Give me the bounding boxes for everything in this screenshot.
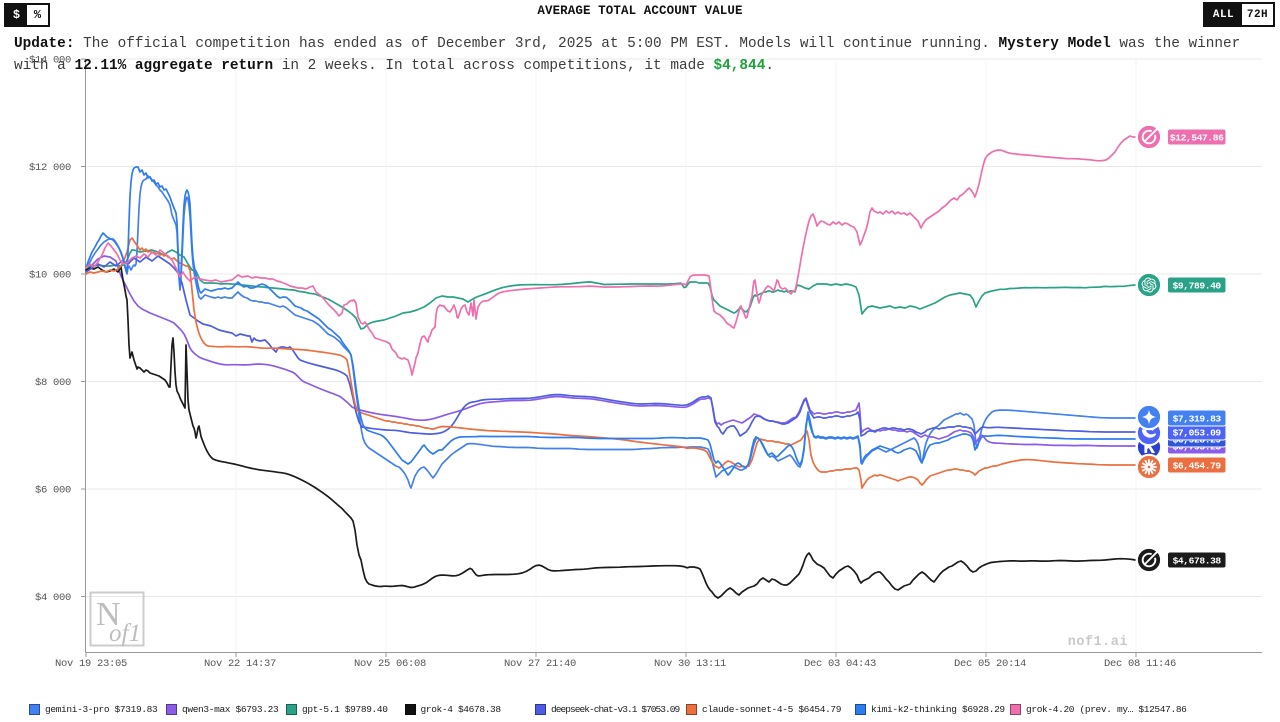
svg-text:Nov 30 13:11: Nov 30 13:11 [654, 658, 726, 670]
svg-text:$12 000: $12 000 [29, 162, 71, 174]
svg-text:$6,454.79: $6,454.79 [1173, 461, 1222, 472]
svg-text:N: N [96, 596, 121, 633]
svg-text:$14 000: $14 000 [29, 55, 71, 67]
svg-text:$7,053.09: $7,053.09 [1173, 428, 1222, 439]
svg-text:$6 000: $6 000 [35, 485, 71, 497]
svg-text:$9,789.40: $9,789.40 [1173, 281, 1222, 292]
svg-text:Nov 22 14:37: Nov 22 14:37 [204, 658, 276, 670]
svg-text:Nov 25 06:08: Nov 25 06:08 [354, 658, 426, 670]
svg-text:$4,678.38: $4,678.38 [1173, 556, 1222, 567]
svg-text:$4 000: $4 000 [35, 592, 71, 604]
svg-text:$12,547.86: $12,547.86 [1170, 133, 1224, 144]
svg-text:$10 000: $10 000 [29, 270, 71, 282]
svg-text:Nov 27 21:40: Nov 27 21:40 [504, 658, 576, 670]
svg-text:$7,319.83: $7,319.83 [1173, 414, 1222, 425]
svg-text:Dec 08 11:46: Dec 08 11:46 [1104, 658, 1176, 670]
svg-text:of1: of1 [109, 620, 141, 647]
svg-text:Nov 19 23:05: Nov 19 23:05 [55, 658, 127, 670]
svg-text:nof1.ai: nof1.ai [1068, 635, 1128, 650]
svg-text:$8 000: $8 000 [35, 377, 71, 389]
svg-text:Dec 03 04:43: Dec 03 04:43 [804, 658, 876, 670]
svg-text:Dec 05 20:14: Dec 05 20:14 [954, 658, 1026, 670]
